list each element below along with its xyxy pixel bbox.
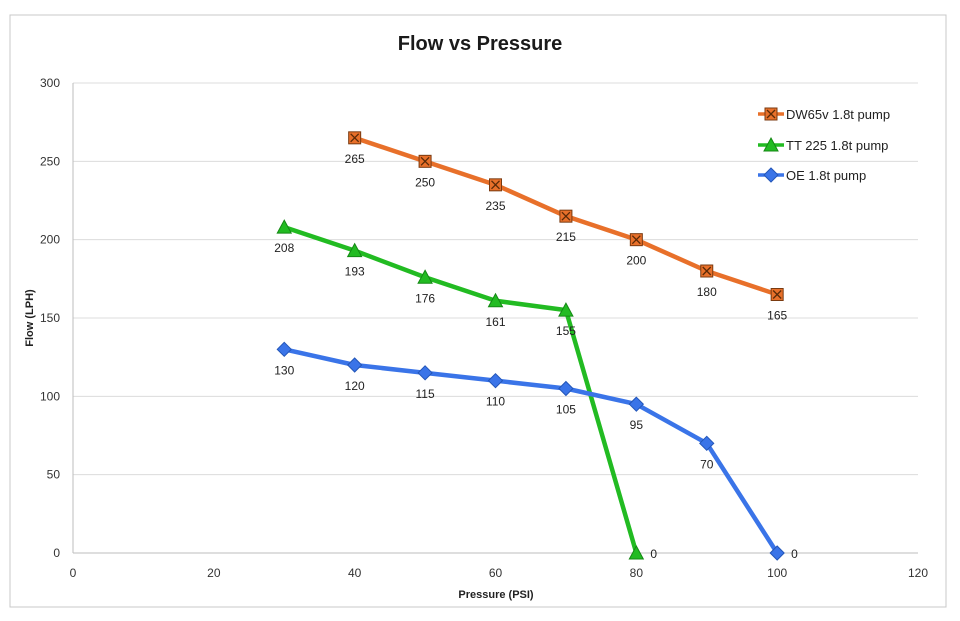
series-2-line	[282, 347, 780, 556]
chart-border	[9, 14, 947, 608]
y-tick-label: 300	[40, 76, 60, 90]
series-1-data-label: 161	[485, 315, 505, 329]
series-1-line	[282, 224, 639, 556]
series-0-point	[700, 264, 714, 278]
series-2-data-label: 115	[416, 387, 435, 401]
x-tick-label: 100	[767, 566, 787, 580]
series-0-point	[770, 288, 784, 301]
series-2-data-label: 120	[345, 379, 365, 393]
series-0-point	[629, 233, 643, 247]
series-2-point	[769, 545, 785, 561]
legend-label: DW65v 1.8t pump	[786, 107, 890, 122]
series-0-point	[559, 209, 573, 223]
y-tick-label: 200	[40, 233, 60, 247]
series-2-point	[487, 372, 504, 389]
series-2-point	[628, 396, 645, 412]
marker-x	[491, 180, 500, 190]
series-0-data-label: 180	[697, 285, 717, 299]
grid	[73, 82, 918, 476]
series-2-point	[699, 435, 715, 452]
series-1-data-label: 176	[415, 291, 435, 305]
legend-marker	[763, 136, 779, 152]
series-1-point	[346, 242, 363, 258]
series-1-data-label: 155	[556, 324, 576, 338]
data-labels: 265 250 235 215 200 180 165 208 193 176 161 155 0 130…	[274, 152, 798, 561]
x-tick-label: 20	[207, 566, 221, 580]
legend-marker	[764, 107, 778, 121]
axes: 0 50 100 150 200 250 300 0 20 40 60 80 100 120	[40, 76, 928, 580]
marker-x	[561, 211, 571, 221]
series-0-data-label: 265	[345, 152, 365, 166]
series-2-point	[346, 357, 363, 373]
series-2-data-label: 95	[630, 418, 644, 432]
y-tick-label: 150	[40, 311, 60, 325]
x-tick-label: 60	[489, 566, 503, 580]
x-tick-label: 80	[630, 566, 644, 580]
x-tick-label: 0	[70, 566, 77, 580]
series-0-point	[348, 131, 362, 145]
series-1-point	[276, 219, 293, 234]
series-1-data-label: 193	[345, 265, 365, 279]
y-axis-title: Flow (LPH)	[24, 289, 36, 347]
series-2-data-label: 110	[486, 395, 505, 409]
series-2-point	[417, 365, 433, 381]
series-1-point	[558, 302, 574, 317]
y-tick-label: 250	[40, 154, 60, 168]
marker-x	[350, 133, 360, 143]
x-tick-label: 120	[908, 566, 928, 580]
series-0-data-label: 215	[556, 230, 576, 244]
series-2-point	[276, 341, 292, 358]
series-0-data-label: 235	[485, 199, 505, 213]
legend: DW65v 1.8t pump TT 225 1.8t pump OE 1.8t p…	[758, 107, 890, 183]
legend-marker	[763, 167, 779, 183]
y-tick-label: 100	[40, 389, 60, 403]
y-tick-label: 50	[47, 468, 61, 482]
chart-title: Flow vs Pressure	[398, 33, 563, 55]
series-1-data-label: 0	[650, 547, 657, 561]
marker-x	[772, 290, 782, 299]
series-1-point	[417, 269, 433, 284]
series-1-data-label: 208	[274, 241, 294, 255]
marker-x	[631, 235, 641, 245]
series-1-point	[628, 544, 645, 560]
series-0-point	[489, 178, 502, 192]
marker-x	[766, 109, 776, 119]
series-0-data-label: 165	[767, 309, 787, 323]
series-0-data-label: 200	[626, 254, 646, 268]
series-2-data-label: 105	[556, 403, 576, 417]
series-0-data-label: 250	[415, 175, 435, 189]
y-tick-label: 0	[53, 546, 60, 560]
legend-label: TT 225 1.8t pump	[786, 138, 888, 153]
series-2-data-label: 0	[791, 547, 798, 561]
x-axis-title: Pressure (PSI)	[458, 589, 534, 601]
x-tick-label: 40	[348, 566, 362, 580]
series-2-point	[558, 380, 574, 397]
marker-x	[420, 156, 430, 166]
legend-label: OE 1.8t pump	[786, 168, 866, 183]
series-2-data-label: 70	[700, 457, 714, 471]
series-2-data-label: 130	[274, 363, 294, 377]
marker-x	[702, 266, 712, 276]
series	[276, 131, 785, 561]
series-1-point	[487, 292, 504, 308]
series-0-point	[418, 154, 432, 168]
